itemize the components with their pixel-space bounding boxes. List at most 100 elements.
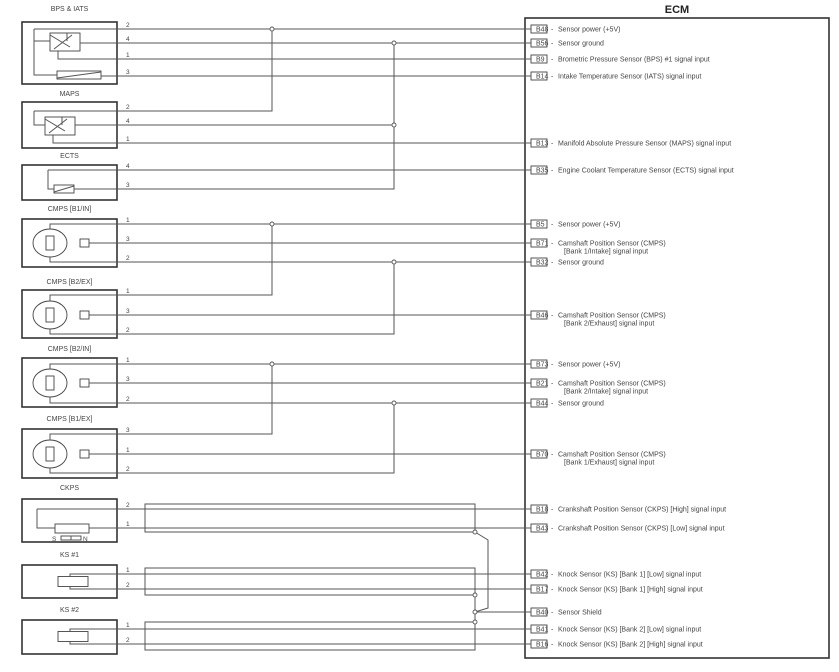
terminal-description: Manifold Absolute Pressure Sensor (MAPS)… <box>558 141 731 148</box>
terminal-desc-prefix: - <box>551 610 554 617</box>
sensor-ks-2: KS #2 1 2 <box>21 607 130 655</box>
wire <box>57 51 117 60</box>
terminal-description: Camshaft Position Sensor (CMPS) <box>558 241 666 248</box>
terminal-desc-prefix: - <box>551 642 554 649</box>
terminal-desc-prefix: - <box>551 526 554 533</box>
terminal-desc-prefix: - <box>551 141 554 148</box>
power-splice-wire <box>117 29 273 112</box>
pin-number: 3 <box>126 236 130 243</box>
pin-number: 4 <box>126 163 130 170</box>
terminal-id: B44 <box>536 401 549 408</box>
sensor-cmps-b2-in: CMPS [B2/IN] 1 3 2 <box>21 346 130 408</box>
terminal-description: Sensor ground <box>558 401 604 408</box>
terminal-id: B9 <box>536 57 545 64</box>
pin-number: 1 <box>126 217 130 224</box>
terminal-id: B71 <box>536 241 549 248</box>
shielded-cable <box>144 567 476 596</box>
terminal-desc-prefix: - <box>551 507 554 514</box>
power-splice-wire <box>117 224 273 296</box>
pin-number: 3 <box>126 182 130 189</box>
pin-number: 4 <box>126 36 130 43</box>
junction-dot <box>472 592 478 598</box>
terminal-description-line2: [Bank 2/Exhaust] signal input <box>564 321 654 328</box>
terminal-id: B73 <box>536 362 549 369</box>
ecm-terminal-b73: B73- Sensor power (+5V) <box>530 359 620 369</box>
shield-drain-wire <box>474 531 489 613</box>
terminal-desc-prefix: - <box>551 168 554 175</box>
terminal-description-line2: [Bank 1/Exhaust] signal input <box>564 460 654 467</box>
terminal-description-line2: [Bank 1/Intake] signal input <box>564 249 648 256</box>
pin-number: 3 <box>126 69 130 76</box>
junction-dot <box>391 122 397 128</box>
pin-number: 2 <box>126 582 130 589</box>
pin-number: 1 <box>126 622 130 629</box>
ground-splice-wire <box>117 43 395 190</box>
sensor-ects: ECTS 4 3 <box>21 153 130 201</box>
pin-number: 1 <box>126 136 130 143</box>
ecm-terminal-b18: B18- Crankshaft Position Sensor (CKPS) [H… <box>530 504 726 514</box>
wire <box>49 433 117 474</box>
terminal-description: Brometric Pressure Sensor (BPS) #1 signa… <box>558 57 710 64</box>
terminal-description: Sensor power (+5V) <box>558 362 620 369</box>
ecm-terminal-b44: B44- Sensor ground <box>530 398 604 408</box>
pin-number: 2 <box>126 637 130 644</box>
sensor-ks-1: KS #1 1 2 <box>21 552 130 599</box>
sensor-label: KS #2 <box>60 607 79 614</box>
junction-dot <box>472 529 478 535</box>
terminal-id: B5 <box>536 222 545 229</box>
pin-number: 2 <box>126 466 130 473</box>
hall-element-icon <box>45 446 55 462</box>
pin-number: 3 <box>126 427 130 434</box>
pin-number: 3 <box>126 376 130 383</box>
junction-dot <box>391 40 397 46</box>
pin-number: 4 <box>126 118 130 125</box>
terminal-id: B21 <box>536 381 549 388</box>
piezo-element-icon <box>57 576 89 587</box>
terminal-id: B56 <box>536 41 549 48</box>
sensor-cmps-b1-in: CMPS [B1/IN] 1 3 2 <box>21 206 130 268</box>
pin-number: 2 <box>126 327 130 334</box>
wire <box>49 223 117 263</box>
terminal-id: B46 <box>536 313 549 320</box>
terminal-desc-prefix: - <box>551 74 554 81</box>
terminal-description: Sensor power (+5V) <box>558 222 620 229</box>
ground-splice-wire <box>117 403 395 474</box>
terminal-id: B18 <box>536 507 549 514</box>
terminal-description-line2: [Bank 2/Intake] signal input <box>564 389 648 396</box>
junction-dot <box>269 26 275 32</box>
sensor-label: CMPS [B2/IN] <box>48 346 92 353</box>
terminal-desc-prefix: - <box>551 241 554 248</box>
sensor-box <box>21 498 118 543</box>
terminal-desc-prefix: - <box>551 313 554 320</box>
terminal-id: B48 <box>536 27 549 34</box>
wire <box>49 363 117 404</box>
wire <box>56 71 102 79</box>
pin-number: 2 <box>126 255 130 262</box>
sensor-label: CMPS [B2/EX] <box>47 279 93 286</box>
shielded-cable <box>144 503 476 533</box>
terminal-id: B32 <box>536 260 549 267</box>
ecm-terminal-b48: B48- Sensor power (+5V) <box>530 24 620 34</box>
terminal-description: Crankshaft Position Sensor (CKPS) [Low] … <box>558 526 725 533</box>
terminal-desc-prefix: - <box>551 27 554 34</box>
pin-number: 2 <box>126 22 130 29</box>
ground-splice-wire <box>117 262 395 335</box>
sensor-box <box>21 619 118 655</box>
terminal-description: Intake Temperature Sensor (IATS) signal … <box>558 74 701 81</box>
ecm-terminal-b56: B56- Sensor ground <box>530 38 604 48</box>
sensor-label: CMPS [B1/EX] <box>47 416 93 423</box>
wire <box>49 294 117 335</box>
ecm-terminal-b13: B13- Manifold Absolute Pressure Sensor (M… <box>530 138 731 148</box>
pin-number: 1 <box>126 521 130 528</box>
junction-dot <box>472 609 478 615</box>
signal-terminal-icon <box>79 378 90 388</box>
wire <box>36 508 117 529</box>
terminal-id: B42 <box>536 572 549 579</box>
pin-number: 2 <box>126 502 130 509</box>
junction-dot <box>269 361 275 367</box>
terminal-description: Sensor ground <box>558 41 604 48</box>
wire <box>69 628 117 645</box>
terminal-description: Camshaft Position Sensor (CMPS) <box>558 452 666 459</box>
pole-label-s: S <box>52 536 57 543</box>
